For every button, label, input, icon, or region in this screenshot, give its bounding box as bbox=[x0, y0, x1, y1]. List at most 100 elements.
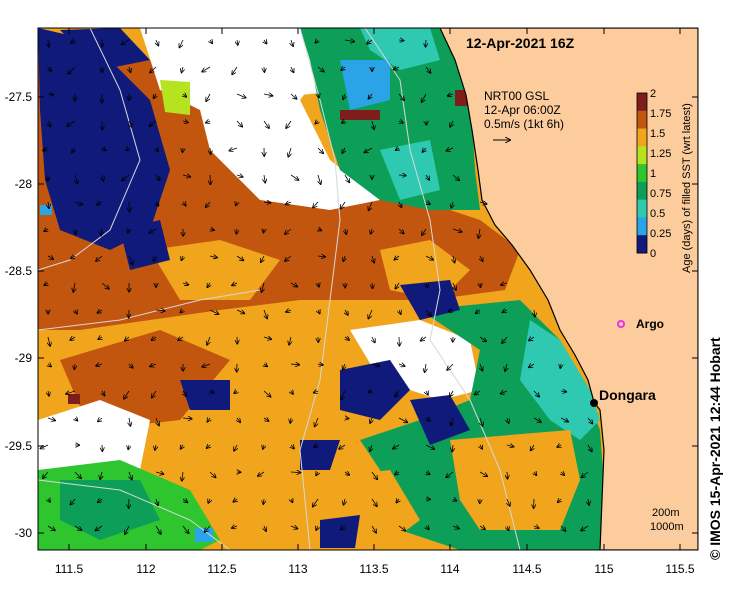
dongara-label: Dongara bbox=[599, 387, 656, 403]
current-vector-icon bbox=[316, 472, 318, 475]
current-vector-icon bbox=[480, 363, 483, 371]
current-vector-icon bbox=[156, 148, 158, 152]
current-vector-icon bbox=[479, 202, 487, 204]
copyright-text: © IMOS 15-Apr-2021 12:44 Hobart bbox=[707, 337, 723, 560]
current-vector-icon bbox=[44, 229, 48, 231]
current-vector-icon bbox=[102, 390, 105, 396]
current-vector-icon bbox=[263, 120, 269, 128]
current-info: NRT00 GSL 12-Apr 06:00Z 0.5m/s (1kt 6h) bbox=[484, 89, 564, 140]
current-vectors bbox=[41, 40, 593, 534]
current-vector-icon bbox=[47, 418, 55, 421]
x-tick-label: 111.5 bbox=[55, 562, 84, 576]
current-vector-icon bbox=[70, 498, 76, 505]
current-vector-icon bbox=[48, 39, 49, 47]
current-vector-icon bbox=[534, 309, 535, 317]
current-vector-icon bbox=[345, 418, 349, 419]
current-vector-icon bbox=[396, 148, 399, 150]
colorbar-swatch bbox=[637, 146, 647, 165]
current-vector-icon bbox=[155, 444, 156, 450]
current-vector-icon bbox=[71, 256, 75, 259]
current-vector-icon bbox=[129, 201, 130, 212]
current-vector-icon bbox=[452, 229, 462, 232]
current-vector-icon bbox=[236, 93, 246, 98]
current-vector-icon bbox=[41, 445, 49, 449]
current-vector-icon bbox=[98, 418, 102, 422]
current-vector-icon bbox=[179, 39, 184, 48]
sst-field bbox=[38, 28, 605, 550]
x-tick-label: 114.5 bbox=[512, 562, 541, 576]
current-vector-icon bbox=[48, 336, 50, 346]
current-vector-icon bbox=[236, 202, 237, 206]
current-vector-icon bbox=[210, 391, 214, 393]
current-vector-icon bbox=[72, 148, 75, 152]
current-vector-icon bbox=[398, 228, 404, 234]
current-vector-icon bbox=[285, 255, 292, 261]
current-vector-icon bbox=[48, 364, 51, 367]
current-vector-icon bbox=[344, 40, 354, 42]
current-vector-icon bbox=[181, 256, 183, 260]
current-info-line1: NRT00 GSL bbox=[484, 89, 549, 103]
map-area bbox=[38, 28, 698, 550]
current-vector-icon bbox=[507, 526, 509, 530]
current-vector-icon bbox=[446, 471, 454, 477]
argo-marker-icon bbox=[617, 320, 625, 328]
x-axis: 111.5 112 112.5 113 113.5 114 114.5 115 115.5 bbox=[55, 28, 695, 576]
x-tick-label: 112.5 bbox=[207, 562, 236, 576]
current-vector-icon bbox=[395, 472, 399, 475]
current-vector-icon bbox=[152, 390, 157, 398]
current-vector-icon bbox=[289, 336, 291, 345]
current-vector-icon bbox=[286, 202, 292, 204]
current-vector-icon bbox=[314, 445, 318, 447]
current-vector-icon bbox=[426, 174, 429, 180]
current-vector-icon bbox=[371, 228, 372, 234]
current-vector-icon bbox=[369, 201, 373, 210]
current-vector-icon bbox=[581, 525, 589, 531]
current-vector-icon bbox=[480, 445, 482, 449]
current-vector-icon bbox=[129, 66, 131, 72]
current-vector-icon bbox=[342, 121, 345, 123]
current-vector-icon bbox=[399, 201, 402, 207]
y-tick-label: -28 bbox=[15, 177, 33, 191]
current-vector-icon bbox=[66, 391, 76, 394]
current-vector-icon bbox=[129, 364, 133, 368]
current-vector-icon bbox=[48, 499, 50, 502]
current-vector-icon bbox=[128, 255, 133, 265]
colorbar-tick-label: 0.25 bbox=[650, 228, 671, 240]
current-vector-icon bbox=[70, 337, 76, 340]
colorbar-swatch bbox=[637, 110, 647, 130]
current-vector-icon bbox=[560, 364, 561, 368]
current-vector-icon bbox=[291, 499, 293, 502]
current-vector-icon bbox=[183, 390, 186, 396]
current-vector-icon bbox=[368, 309, 373, 319]
current-vector-icon bbox=[43, 471, 49, 478]
current-vector-icon bbox=[399, 310, 401, 314]
current-vector-icon bbox=[233, 499, 237, 502]
current-vector-icon bbox=[236, 120, 242, 127]
x-tick-label: 115 bbox=[594, 562, 613, 576]
current-vector-icon bbox=[369, 391, 373, 392]
current-vector-icon bbox=[343, 255, 345, 261]
current-vector-icon bbox=[450, 120, 453, 127]
current-vector-icon bbox=[264, 40, 267, 44]
current-vector-icon bbox=[209, 309, 219, 314]
current-vector-icon bbox=[183, 148, 184, 152]
current-vector-icon bbox=[448, 94, 454, 96]
current-vector-icon bbox=[315, 40, 318, 43]
current-vector-icon bbox=[533, 417, 541, 422]
current-vector-icon bbox=[43, 148, 49, 151]
current-vector-icon bbox=[48, 120, 50, 127]
place-dongara: Dongara bbox=[590, 387, 656, 407]
current-vector-icon bbox=[367, 40, 373, 44]
current-vector-icon bbox=[97, 202, 103, 205]
current-vector-icon bbox=[453, 282, 456, 290]
argo-label: Argo bbox=[636, 317, 664, 331]
current-vector-icon bbox=[102, 174, 103, 181]
current-vector-icon bbox=[263, 498, 264, 504]
depth-legend-1000m: 1000m bbox=[650, 521, 684, 533]
current-vector-icon bbox=[371, 525, 376, 533]
current-vector-icon bbox=[533, 390, 539, 397]
current-vector-icon bbox=[288, 147, 291, 157]
current-vector-icon bbox=[425, 66, 431, 73]
y-axis: -27.5 -28 -28.5 -29 -29.5 -30 bbox=[5, 90, 698, 540]
current-vector-icon bbox=[129, 417, 130, 426]
